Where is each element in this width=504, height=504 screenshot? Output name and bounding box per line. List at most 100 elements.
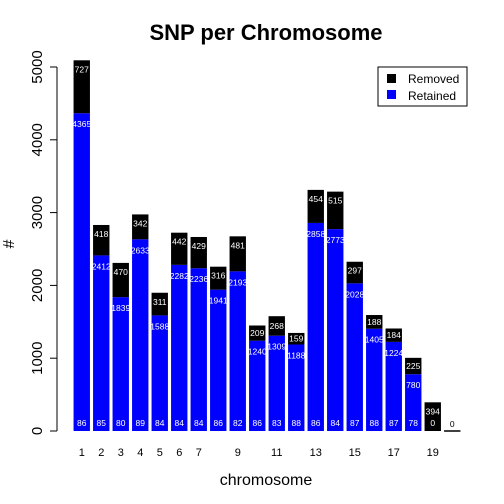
x-tick-label: 5	[157, 447, 163, 459]
bar-retained	[210, 289, 227, 431]
bar-retained	[327, 229, 344, 431]
y-tick-label: 3000	[29, 196, 46, 229]
bar-removed	[151, 292, 168, 316]
y-axis: 0 1000 2000 3000 4000 5000	[29, 50, 58, 435]
bars	[73, 60, 461, 432]
bar-removed	[210, 266, 227, 290]
bar-retained	[151, 315, 168, 431]
label-bottom-count: 87	[350, 418, 360, 428]
x-tick-label: 2	[98, 447, 104, 459]
label-removed: 311	[153, 297, 167, 307]
x-tick-label: 1	[79, 447, 85, 459]
x-tick-label: 13	[310, 447, 322, 459]
label-retained: 1839	[111, 303, 130, 313]
label-bottom-count: 88	[370, 418, 380, 428]
label-retained: 0	[430, 418, 435, 428]
x-tick-label: 7	[196, 447, 202, 459]
label-retained: 2858	[306, 229, 325, 239]
bar-retained	[249, 340, 266, 431]
bar-removed	[307, 189, 324, 223]
label-removed: 268	[270, 321, 284, 331]
legend-swatch-retained	[387, 90, 396, 99]
bar-removed	[327, 191, 344, 230]
label-removed: 184	[387, 330, 401, 340]
label-retained: 1188	[287, 351, 306, 361]
label-removed: 188	[367, 317, 381, 327]
bar-retained	[73, 113, 90, 431]
bar-retained	[268, 335, 285, 431]
label-removed: 316	[211, 271, 225, 281]
legend-label-retained: Retained	[408, 89, 456, 103]
bar-retained	[190, 268, 207, 431]
legend: Removed Retained	[377, 66, 468, 107]
label-bottom-count: 86	[214, 418, 224, 428]
x-tick-label: 17	[388, 447, 400, 459]
legend-swatch-removed	[387, 74, 396, 83]
bar-removed	[366, 315, 383, 329]
label-retained: 1941	[209, 296, 228, 306]
bar-retained	[385, 341, 402, 431]
label-bottom-count: 86	[77, 418, 87, 428]
bar-removed	[346, 261, 363, 284]
label-removed: 418	[94, 229, 108, 239]
bar-retained	[229, 271, 246, 431]
label-removed: 727	[75, 64, 89, 74]
y-tick-label: 4000	[29, 123, 46, 156]
y-tick-label: 5000	[29, 50, 46, 83]
y-tick-label: 1000	[29, 342, 46, 375]
label-retained: 1405	[365, 335, 384, 345]
label-bottom-count: 87	[389, 418, 399, 428]
label-bottom-count: 88	[292, 418, 302, 428]
label-bottom-count: 78	[409, 418, 419, 428]
bar-removed	[424, 402, 441, 431]
x-tick-label: 3	[118, 447, 124, 459]
label-retained: 1588	[150, 321, 169, 331]
x-tick-label: 15	[349, 447, 361, 459]
label-bottom-count: 85	[97, 418, 107, 428]
label-retained: 2028	[345, 289, 364, 299]
x-tick-label: 4	[137, 447, 143, 459]
bar-retained	[366, 328, 383, 431]
bar-retained	[112, 297, 129, 431]
label-retained: 1240	[248, 347, 267, 357]
data-labels: 4365 727 86 2412 418 85 1839 470 80 2633 342 89 1588…	[72, 64, 455, 429]
bar-retained	[288, 344, 305, 431]
label-retained: 1309	[267, 342, 286, 352]
bar-removed	[112, 262, 129, 298]
x-tick-label: 6	[176, 447, 182, 459]
bar-retained	[93, 255, 110, 431]
label-retained: 2633	[131, 245, 150, 255]
bar-retained	[132, 239, 149, 431]
label-removed: 429	[192, 241, 206, 251]
bar-removed	[405, 357, 422, 375]
label-removed: 515	[328, 196, 342, 206]
y-axis-title: #	[1, 239, 18, 248]
bar-retained	[307, 222, 324, 431]
label-removed: 442	[172, 237, 186, 247]
label-removed: 342	[133, 218, 147, 228]
label-removed: 470	[114, 267, 128, 277]
label-retained: 2773	[326, 235, 345, 245]
bar-removed	[190, 236, 207, 269]
label-removed: 225	[406, 361, 420, 371]
bar-removed	[268, 316, 285, 336]
x-tick-label: 19	[427, 447, 439, 459]
label-removed: 159	[289, 334, 303, 344]
bar-retained	[405, 374, 422, 431]
x-axis: 1 2 3 4 5 6 7 9 11 13 15 17 19	[79, 447, 439, 459]
bar-removed	[73, 60, 90, 114]
bar-removed	[132, 214, 149, 240]
label-removed: 481	[231, 240, 245, 250]
label-bottom-count: 84	[194, 418, 204, 428]
label-bottom-count: 84	[155, 418, 165, 428]
label-removed: 394	[426, 406, 440, 416]
label-removed: 0	[450, 419, 455, 429]
label-bottom-count: 86	[253, 418, 263, 428]
x-axis-title: chromosome	[220, 472, 313, 489]
bar-removed	[93, 224, 110, 256]
bar-removed	[249, 325, 266, 341]
label-retained: 2193	[228, 277, 247, 287]
y-tick-label: 0	[29, 427, 46, 435]
y-tick-label: 2000	[29, 269, 46, 302]
